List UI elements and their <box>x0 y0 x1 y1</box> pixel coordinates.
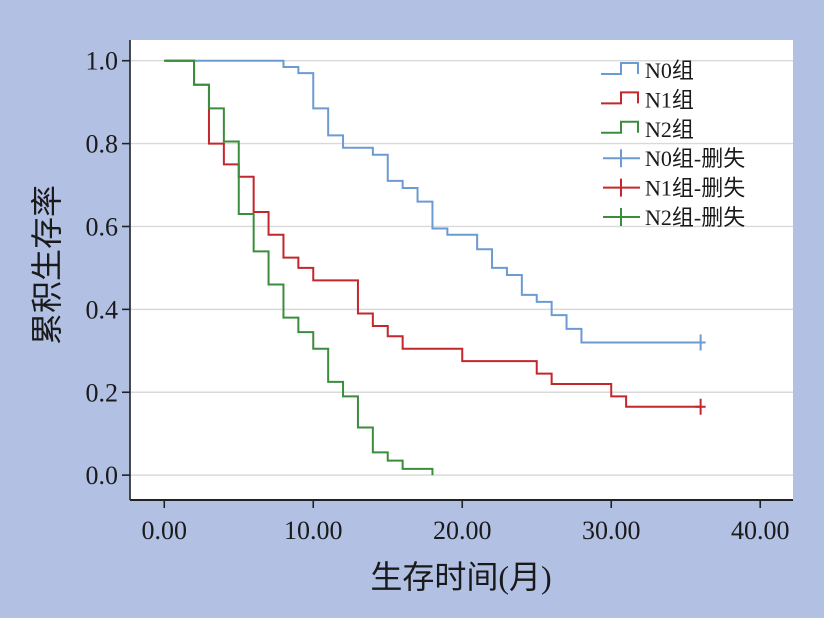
censor-mark-4-0 <box>695 398 706 415</box>
legend-symbol-2 <box>601 120 639 134</box>
survival-curve-0 <box>164 59 701 344</box>
y-axis-ticks: 0.0 0.2 0.4 0.6 0.8 1.0 <box>86 47 130 490</box>
x-tick-label-2: 20.00 <box>433 516 492 545</box>
legend-symbol-3 <box>603 149 640 168</box>
legend-label-4: N1组-删失 <box>645 176 745 201</box>
survival-curve-2 <box>164 59 434 476</box>
legend-label-1: N1组 <box>645 87 694 112</box>
legend-item-4: N1组-删失 <box>603 176 745 201</box>
legend-item-2: N2组 <box>601 117 694 142</box>
x-tick-label-0: 0.00 <box>142 516 188 545</box>
legend-item-3: N0组-删失 <box>603 146 745 171</box>
y-tick-label-3: 0.6 <box>86 212 119 241</box>
y-tick-label-2: 0.4 <box>86 295 119 324</box>
legend-item-1: N1组 <box>601 87 694 112</box>
survival-curve-1 <box>164 59 701 408</box>
survival-curves <box>164 59 701 476</box>
legend-symbol-1 <box>601 91 639 105</box>
legend-symbol-0 <box>601 62 639 75</box>
y-tick-label-5: 1.0 <box>86 47 119 76</box>
x-tick-label-4: 40.00 <box>731 516 790 545</box>
y-tick-label-4: 0.8 <box>86 130 119 159</box>
x-tick-label-3: 30.00 <box>582 516 641 545</box>
x-axis-ticks: 0.00 10.00 20.00 30.00 40.00 <box>142 500 790 545</box>
censor-marks <box>695 334 706 415</box>
y-tick-label-1: 0.2 <box>86 378 119 407</box>
legend-item-5: N2组-删失 <box>603 205 745 230</box>
legend-label-0: N0组 <box>645 58 694 83</box>
legend-symbol-5 <box>603 208 640 226</box>
legend-label-3: N0组-删失 <box>645 146 745 171</box>
y-axis-title: 累积生存率 <box>29 185 65 345</box>
legend-label-5: N2组-删失 <box>645 205 745 230</box>
legend: N0组 N1组 N2组 N0组-删失 N1组-删失 N2组-删失 <box>601 58 745 230</box>
legend-item-0: N0组 <box>601 58 694 83</box>
legend-symbol-4 <box>603 178 640 197</box>
x-axis-title: 生存时间(月) <box>370 559 551 595</box>
y-tick-label-0: 0.0 <box>86 461 119 490</box>
censor-mark-3-0 <box>695 334 706 351</box>
legend-label-2: N2组 <box>645 117 694 142</box>
plot-area <box>130 40 793 500</box>
x-tick-label-1: 10.00 <box>284 516 343 545</box>
